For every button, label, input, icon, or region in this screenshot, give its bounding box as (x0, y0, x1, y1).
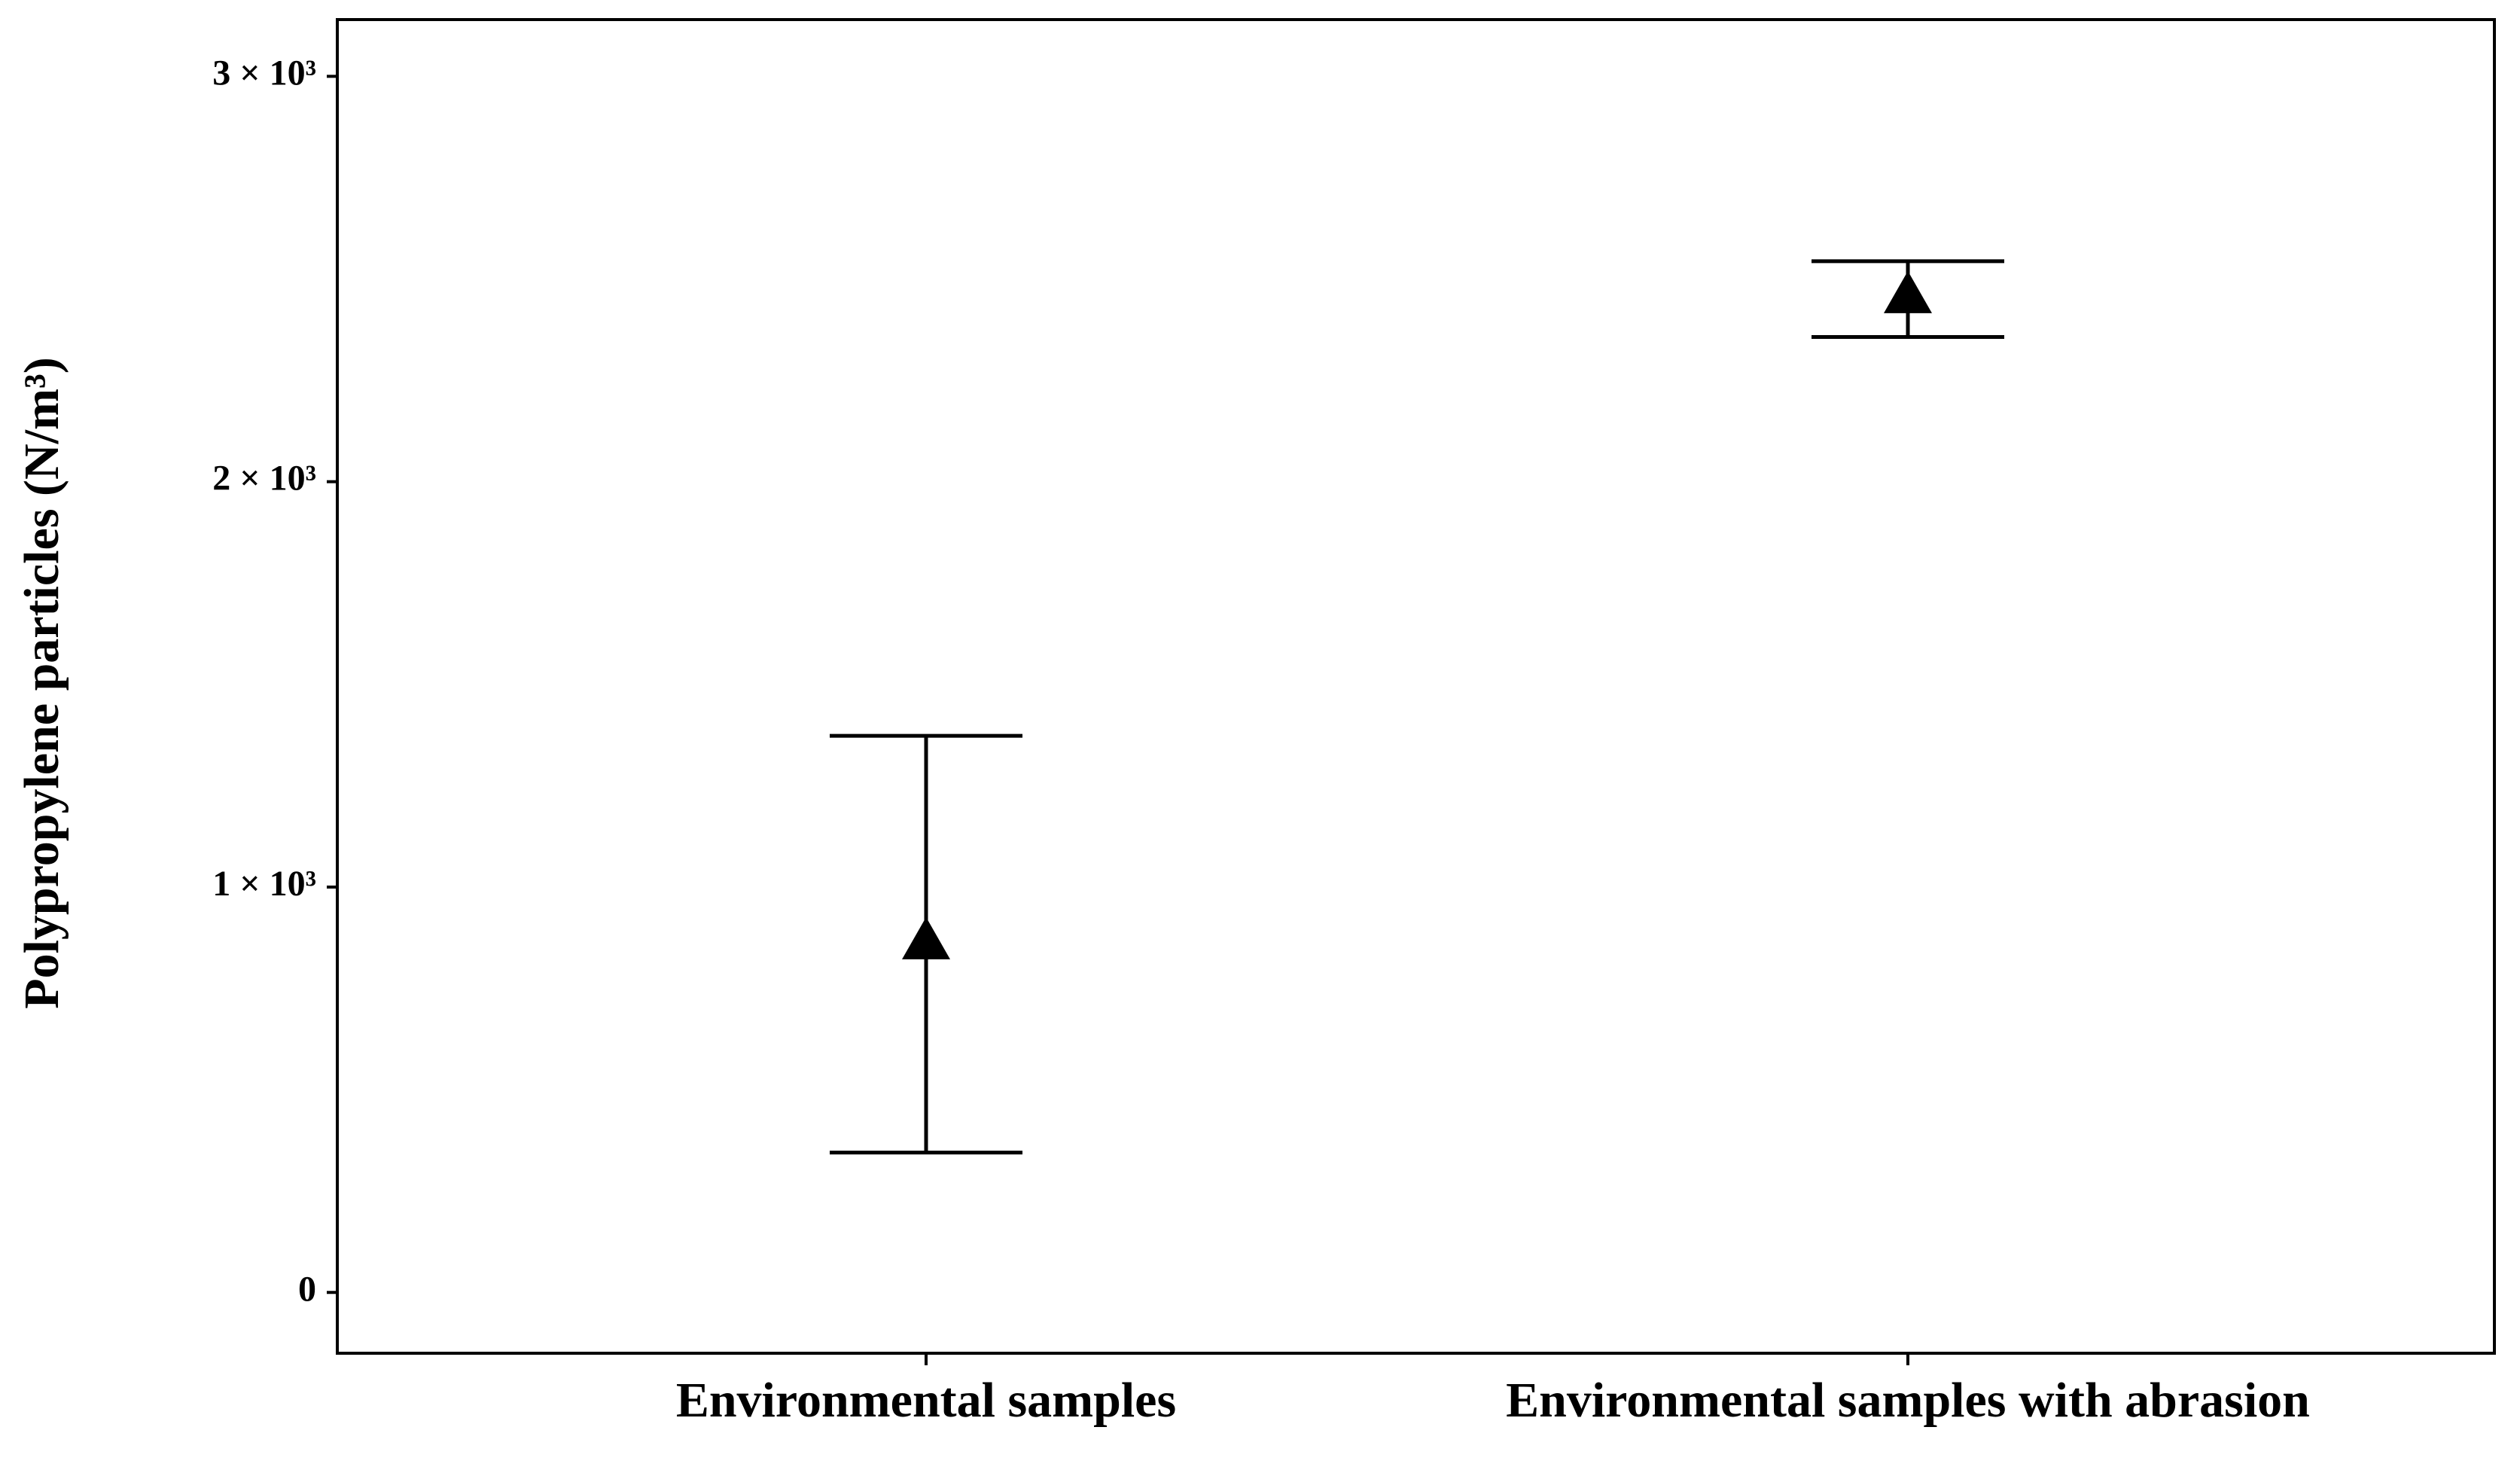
plot-frame (336, 18, 2496, 1355)
y-axis-title: Polypropylene particles (N/m³) (14, 357, 69, 1008)
y-tick-label: 3 × 10³ (212, 53, 316, 93)
mean-marker (902, 916, 950, 959)
mean-marker (1884, 270, 1932, 313)
y-tick-label: 0 (298, 1269, 316, 1309)
y-tick-label: 1 × 10³ (212, 864, 316, 904)
x-tick-label: Environmental samples (676, 1373, 1176, 1428)
x-tick-label: Environmental samples with abrasion (1506, 1373, 2310, 1428)
y-tick-label: 2 × 10³ (212, 459, 316, 499)
